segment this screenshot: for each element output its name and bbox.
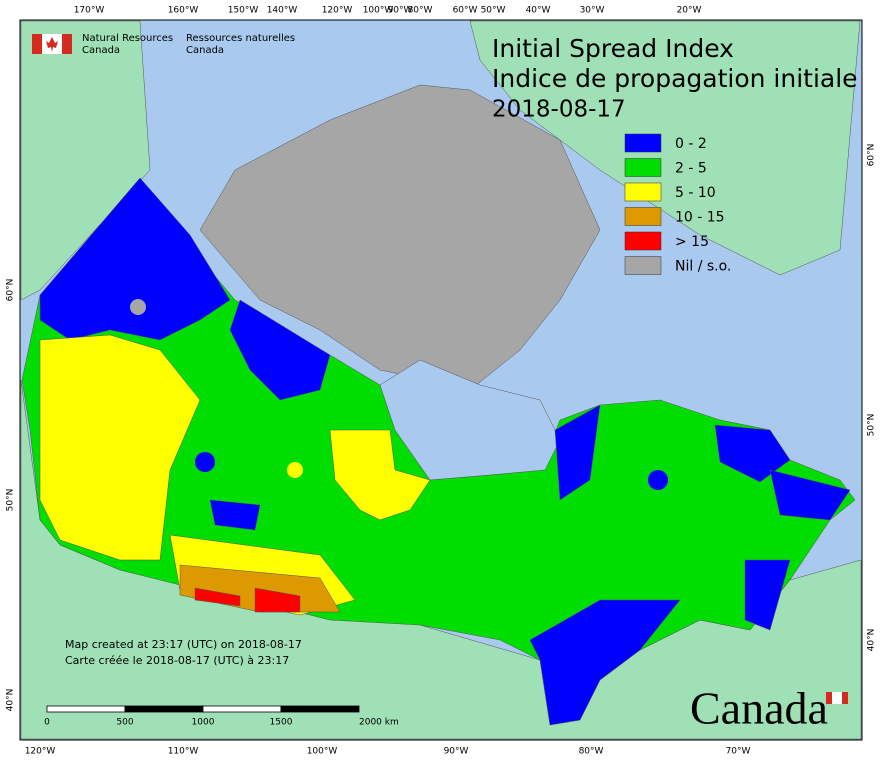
graticule-label: 40°N (6, 689, 16, 712)
graticule-label: 80°W (408, 6, 433, 16)
region-0 (209, 499, 261, 531)
title-fr: Indice de propagation initiale (492, 64, 858, 93)
graticule-label: 120°W (25, 747, 56, 757)
scale-segment (280, 705, 360, 713)
scale-segment (124, 705, 204, 713)
region-0 (229, 299, 331, 401)
graticule-label: 110°W (168, 747, 199, 757)
graticule-label: 100°W (363, 6, 394, 16)
graticule-label: 20°W (677, 6, 702, 16)
flag-bar (62, 34, 72, 54)
graticule-label: 140°W (267, 6, 298, 16)
region-4 (194, 587, 241, 607)
graticule-label: 70°W (726, 747, 751, 757)
agency-en: Canada (82, 45, 120, 56)
legend-swatch (624, 256, 662, 275)
scale-label: 500 (116, 718, 133, 728)
map-date: 2018-08-17 (492, 97, 626, 123)
map-shapes (20, 20, 862, 740)
region-0 (744, 559, 791, 631)
graticule-label: 60°N (867, 144, 877, 167)
spot (130, 299, 146, 315)
hudson-bay (379, 359, 561, 481)
legend-swatch (624, 182, 662, 202)
region-0 (769, 469, 851, 521)
scale-label: 1000 (192, 718, 215, 728)
agency-en: Natural Resources (82, 33, 173, 44)
region-0 (529, 599, 681, 726)
graticule-label: 60°N (6, 279, 16, 302)
graticule-label: 50°W (481, 6, 506, 16)
legend-label: 5 - 10 (675, 185, 716, 201)
legend-label: Nil / s.o. (675, 259, 731, 275)
wordmark-flag (826, 692, 848, 704)
flag-bar (32, 34, 42, 54)
region-2 (39, 334, 201, 561)
scale-label: 1500 (270, 718, 293, 728)
graticule-label: 40°N (867, 629, 877, 652)
scale-bar: 0 500 1000 1500 2000 km (44, 705, 399, 728)
region-0 (554, 404, 601, 501)
agency-fr: Canada (186, 45, 224, 56)
graticule-label: 80°W (579, 747, 604, 757)
spot (287, 462, 303, 478)
region-2 (329, 429, 431, 521)
greenland (469, 20, 861, 276)
legend-label: 2 - 5 (675, 161, 707, 177)
graticule-label: 120°W (322, 6, 353, 16)
legend: 0 - 2 2 - 5 5 - 10 10 - 15 > 15 Nil / s.o. (624, 133, 731, 275)
flag-bar (826, 692, 832, 704)
graticule-label: 40°W (526, 6, 551, 16)
scale-label: 2000 km (359, 718, 399, 728)
spot (648, 470, 668, 490)
scale-segment (202, 705, 282, 713)
title-en: Initial Spread Index (492, 34, 734, 63)
graticule-label: 160°W (168, 6, 199, 16)
graticule-label: 60°W (453, 6, 478, 16)
canada-wordmark: Canada (690, 683, 828, 734)
graticule-label: 170°W (74, 6, 105, 16)
created-en: Map created at 23:17 (UTC) on 2018-08-17 (65, 638, 302, 651)
agency-logo (32, 34, 72, 54)
flag-bar (842, 692, 848, 704)
legend-swatch (624, 158, 662, 177)
arctic-islands (199, 84, 601, 391)
foreign-land (20, 20, 151, 301)
graticule-label: 150°W (228, 6, 259, 16)
legend-label: > 15 (675, 234, 709, 250)
spot (195, 452, 215, 472)
graticule-label: 100°W (307, 747, 338, 757)
graticule-label: 30°W (580, 6, 605, 16)
scale-segment (46, 705, 126, 713)
maple-leaf (46, 37, 58, 52)
agency-fr: Ressources naturelles (186, 33, 295, 44)
graticule-label: 90°W (444, 747, 469, 757)
graticule-label: 50°N (867, 414, 877, 437)
scale-label: 0 (44, 718, 50, 728)
flag-center (832, 692, 842, 704)
region-0 (39, 177, 231, 341)
graticule-label: 50°N (6, 489, 16, 512)
graticule-labels: 170°W 160°W 150°W 140°W 120°W 100°W90°W80°W 60… (6, 6, 877, 757)
legend-swatch (624, 231, 662, 251)
legend-swatch (624, 133, 662, 153)
created-fr: Carte créée le 2018-08-17 (UTC) à 23:17 (65, 654, 289, 667)
legend-label: 0 - 2 (675, 136, 707, 152)
region-4 (254, 587, 301, 613)
graticule-label: 90°W (388, 6, 413, 16)
legend-label: 10 - 15 (675, 210, 725, 226)
legend-swatch (624, 207, 662, 226)
